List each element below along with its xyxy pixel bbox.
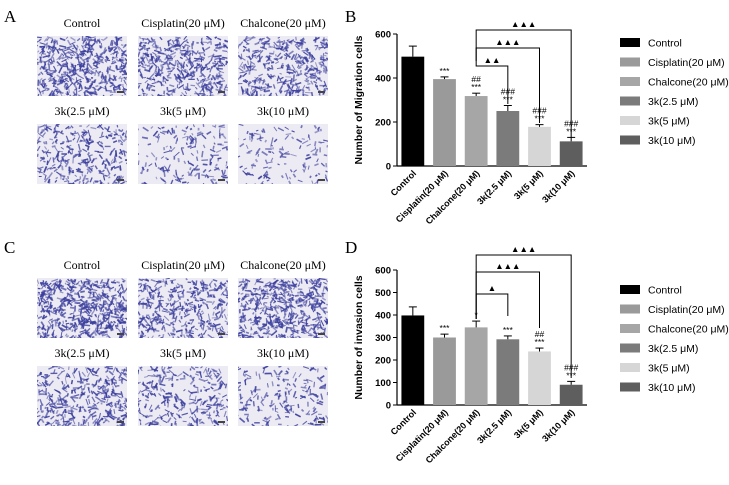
micrograph-label: Control (64, 16, 101, 30)
significance-label: *** (471, 82, 482, 92)
significance-label: ## (471, 74, 481, 84)
legend-label: Cisplatin(20 μM) (648, 304, 725, 316)
comparison-bracket (475, 29, 572, 138)
y-tick-label: 0 (386, 401, 391, 412)
comparison-bracket (475, 254, 572, 378)
panel-letter-d: D (345, 238, 357, 257)
x-tick-label: Control (389, 407, 419, 437)
bar (559, 384, 583, 405)
y-tick-label: 600 (375, 30, 391, 41)
comparison-label: ▲▲▲ (495, 261, 520, 271)
x-tick-label: 3k(2.5 μM) (475, 168, 513, 206)
x-tick-label: 3k(10 μM) (540, 168, 576, 204)
y-tick-label: 200 (375, 118, 391, 129)
comparison-label: ▲▲ (484, 55, 501, 65)
micrograph-label: 3k(2.5 μM) (54, 104, 109, 118)
legend-label: 3k(2.5 μM) (648, 96, 698, 108)
legend-label: Chalcone(20 μM) (648, 77, 729, 89)
legend-swatch (620, 285, 640, 294)
bar (496, 339, 520, 405)
legend-label: 3k(10 μM) (648, 382, 695, 394)
legend-swatch (620, 96, 640, 106)
legend-label: 3k(5 μM) (648, 363, 690, 375)
legend-swatch (620, 304, 640, 314)
y-tick-label: 200 (375, 356, 391, 367)
x-tick-label: 3k(10 μM) (540, 407, 576, 443)
legend-swatch (620, 343, 640, 353)
y-tick-label: 0 (386, 162, 391, 173)
legend-label: 3k(10 μM) (648, 135, 695, 147)
significance-label: *** (440, 323, 451, 333)
y-tick-label: 500 (375, 288, 391, 299)
x-tick-label: Control (389, 168, 419, 198)
micrograph-label: 3k(5 μM) (160, 104, 206, 118)
bar (464, 327, 488, 405)
bar (433, 79, 456, 166)
bar (464, 96, 488, 166)
legend-label: 3k(5 μM) (648, 116, 690, 128)
panel-letter-c: C (4, 238, 15, 257)
legend-label: Cisplatin(20 μM) (648, 57, 725, 69)
bar (528, 351, 551, 405)
micrograph-label: 3k(2.5 μM) (54, 346, 109, 360)
legend-label: Chalcone(20 μM) (648, 324, 729, 336)
micrograph-label: 3k(5 μM) (160, 346, 206, 360)
y-tick-label: 300 (375, 333, 391, 344)
panel-letter-a: A (4, 7, 17, 26)
invasion-bar-chart: 0 100 200 300 400 500 600 Number of invasion ce… (353, 244, 729, 465)
legend-label: Control (648, 38, 682, 50)
bar (401, 315, 425, 405)
micrograph-label: 3k(10 μM) (257, 346, 309, 360)
x-tick-label: Chalcone(20 μM) (424, 407, 482, 465)
migration-bar-chart: 0 200 400 600 Number of Migration cells Contr… (353, 19, 729, 226)
bar (433, 337, 456, 405)
comparison-label: ▲▲▲ (511, 19, 536, 29)
micrograph-label: Chalcone(20 μM) (240, 258, 325, 272)
legend-swatch (620, 57, 640, 67)
bar (528, 126, 551, 166)
bar (559, 141, 583, 166)
comparison-label: ▲ (488, 283, 496, 293)
y-tick-label: 600 (375, 266, 391, 277)
bar (496, 111, 520, 166)
legend-swatch (620, 77, 640, 86)
x-tick-label: 3k(2.5 μM) (475, 407, 513, 445)
y-tick-label: 100 (375, 378, 391, 389)
bar (401, 56, 425, 166)
y-tick-label: 400 (375, 74, 391, 85)
significance-label: *** (503, 325, 514, 335)
legend-label: Control (648, 285, 682, 297)
micrograph-image (238, 366, 328, 426)
micrograph-grid-invasion: Control Cisplatin(20 μM) Chalcone(20 μM) 3k… (37, 258, 328, 426)
significance-label: *** (440, 66, 451, 76)
x-tick-label: 3k(5 μM) (512, 407, 545, 440)
comparison-label: ▲▲▲ (495, 37, 520, 47)
legend-swatch (620, 324, 640, 333)
micrograph-label: Control (64, 258, 101, 272)
y-tick-label: 400 (375, 311, 391, 322)
comparison-bracket (475, 61, 509, 104)
micrograph-label: Chalcone(20 μM) (240, 16, 325, 30)
y-axis-title: Number of Migration cells (353, 35, 365, 164)
x-tick-label: Chalcone(20 μM) (424, 168, 482, 226)
micrograph-label: Cisplatin(20 μM) (141, 258, 224, 272)
legend-swatch (620, 135, 640, 145)
legend-swatch (620, 363, 640, 372)
legend-swatch (620, 116, 640, 125)
comparison-bracket (475, 293, 509, 319)
significance-label: *** (535, 337, 546, 347)
micrograph-label: 3k(10 μM) (257, 104, 309, 118)
legend-swatch (620, 382, 640, 392)
legend-swatch (620, 38, 640, 47)
panel-letter-b: B (345, 7, 356, 26)
micrograph-label: Cisplatin(20 μM) (141, 16, 224, 30)
micrograph-grid-migration: Control Cisplatin(20 μM) Chalcone(20 μM) 3k… (37, 16, 328, 184)
significance-label: ## (535, 329, 545, 339)
comparison-label: ▲▲▲ (511, 244, 536, 254)
y-axis-title: Number of invasion cells (353, 275, 365, 399)
legend-label: 3k(2.5 μM) (648, 343, 698, 355)
x-tick-label: 3k(5 μM) (512, 168, 545, 201)
